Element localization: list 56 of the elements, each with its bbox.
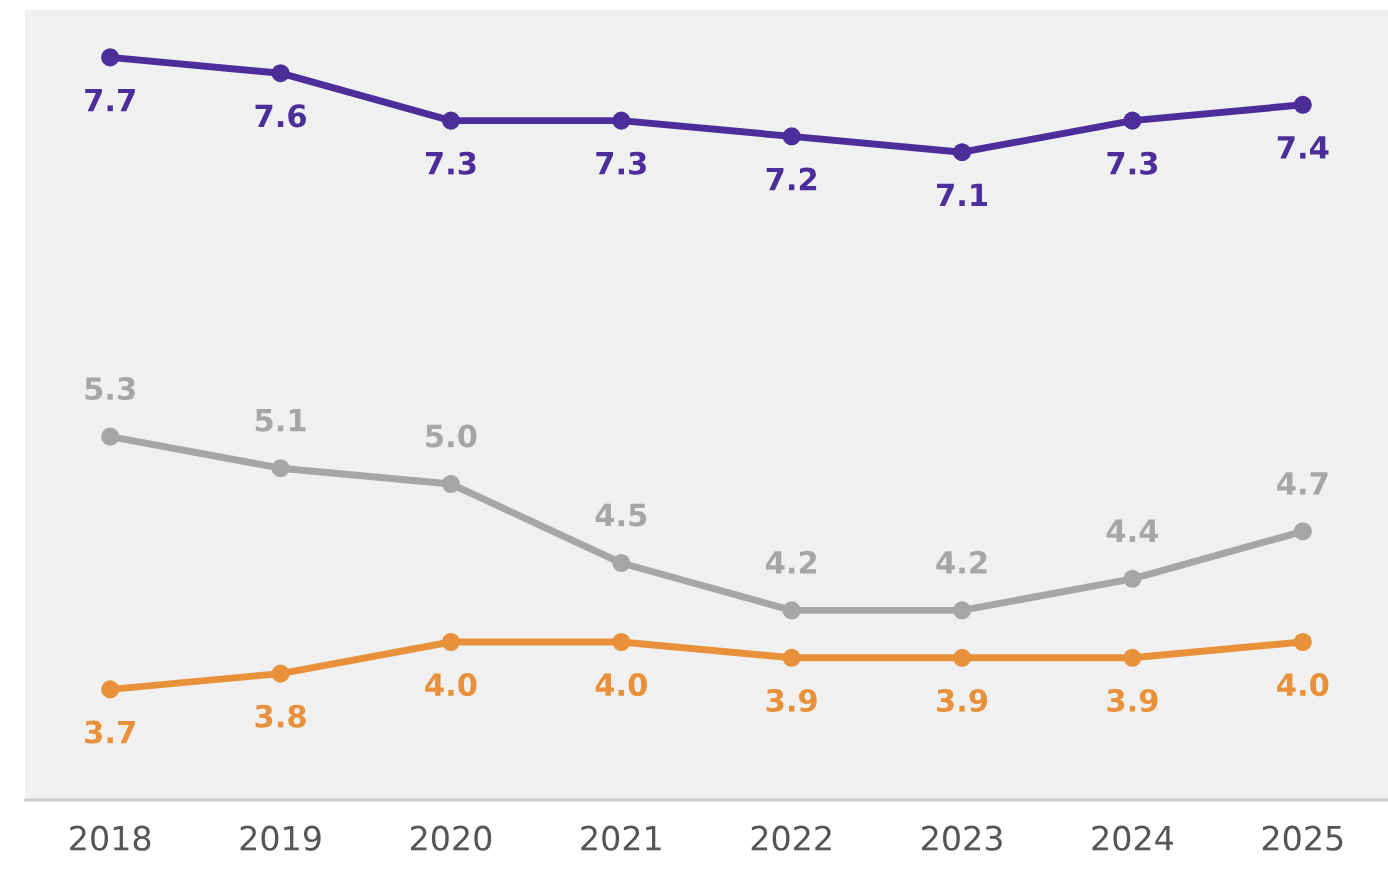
x-tick-label: 2020 xyxy=(410,825,492,851)
point xyxy=(612,111,631,130)
point xyxy=(1293,632,1312,652)
point xyxy=(1123,111,1142,130)
data-label: 4.0 xyxy=(595,673,647,697)
point xyxy=(953,143,972,162)
data-label: 4.0 xyxy=(1277,673,1329,697)
data-label: 3.8 xyxy=(255,704,306,728)
data-label: 4.7 xyxy=(1277,472,1328,495)
data-label: 3.9 xyxy=(1107,688,1158,713)
point xyxy=(441,111,460,130)
data-label: 7.3 xyxy=(425,151,476,175)
point xyxy=(441,474,460,494)
data-label: 7.2 xyxy=(766,167,817,191)
data-label: 4.2 xyxy=(766,550,817,574)
data-label: 4.4 xyxy=(1106,519,1159,542)
point xyxy=(271,664,290,683)
point xyxy=(101,680,120,699)
point xyxy=(101,427,120,446)
point xyxy=(953,648,972,667)
x-tick-label: 2024 xyxy=(1092,825,1173,851)
point xyxy=(953,601,972,620)
x-tick-label: 2021 xyxy=(581,825,661,851)
point xyxy=(1123,569,1142,588)
data-label: 7.3 xyxy=(1107,151,1158,175)
x-tick-label: 2023 xyxy=(922,825,1002,851)
point xyxy=(271,64,290,83)
point xyxy=(782,601,801,620)
point xyxy=(782,648,801,667)
data-label: 4.5 xyxy=(595,503,647,527)
data-label: 5.0 xyxy=(426,424,477,448)
point xyxy=(612,553,631,573)
x-tick-label: 2025 xyxy=(1262,825,1343,851)
data-label: 4.2 xyxy=(936,550,987,574)
point xyxy=(1293,522,1312,541)
data-label: 4.0 xyxy=(425,673,477,697)
data-label: 7.1 xyxy=(937,183,988,206)
data-label: 3.7 xyxy=(85,720,135,744)
data-label: 3.9 xyxy=(937,688,988,713)
data-label: 7.6 xyxy=(255,104,306,128)
point xyxy=(101,48,120,67)
x-tick-label: 2019 xyxy=(240,825,321,851)
data-label: 7.3 xyxy=(596,151,646,175)
point xyxy=(1123,648,1142,667)
x-tick-label: 2022 xyxy=(751,825,831,851)
data-label: 7.4 xyxy=(1277,136,1329,159)
point xyxy=(612,632,631,652)
x-tick-label: 2018 xyxy=(70,825,151,851)
data-label: 5.1 xyxy=(255,409,306,432)
point xyxy=(782,127,801,146)
data-label: 5.3 xyxy=(85,377,135,401)
data-label: 7.7 xyxy=(85,88,135,112)
data-label: 3.9 xyxy=(766,688,817,713)
point xyxy=(271,459,290,478)
point xyxy=(1293,95,1312,114)
point xyxy=(441,632,460,652)
